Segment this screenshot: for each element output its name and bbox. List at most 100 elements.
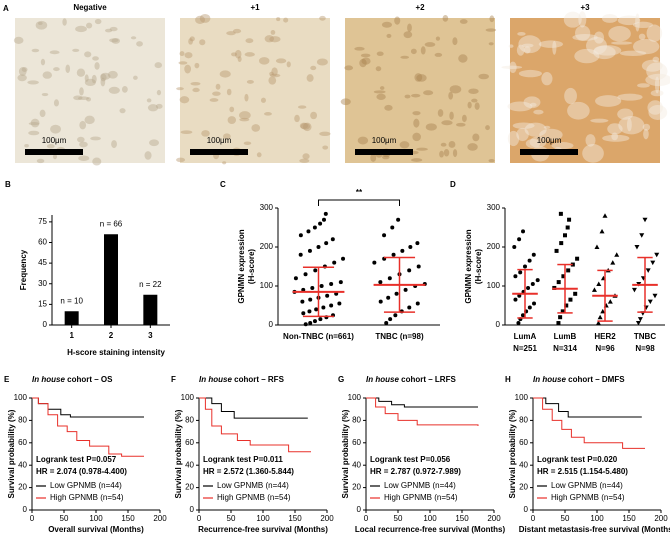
data-point [324, 241, 329, 246]
micrograph [13, 18, 165, 166]
texture [84, 51, 92, 58]
texture [394, 16, 401, 25]
texture [407, 23, 412, 33]
data-point [394, 291, 399, 296]
texture [223, 133, 231, 140]
texture [269, 73, 281, 78]
data-point [330, 237, 335, 242]
texture [524, 122, 547, 137]
texture [449, 111, 454, 120]
texture [354, 46, 365, 51]
texture [607, 123, 623, 135]
legend-label: Low GPNMB (n=44) [551, 481, 623, 490]
texture [212, 91, 221, 96]
data-point [378, 299, 383, 304]
texture [404, 94, 411, 99]
texture [643, 128, 649, 140]
texture [541, 72, 553, 86]
texture [144, 151, 152, 160]
texture [245, 38, 254, 44]
texture [435, 36, 441, 41]
x-axis-label: Distant metastasis-free survival (Months… [519, 525, 670, 534]
texture [456, 122, 466, 127]
data-point [396, 217, 401, 222]
y-tick-label: 40 [352, 460, 361, 469]
texture [373, 90, 386, 94]
texture [375, 66, 382, 72]
texture [564, 87, 577, 105]
x-tick-label: 1 [69, 331, 74, 340]
y-tick-label: 60 [18, 438, 27, 447]
texture [416, 74, 427, 82]
texture [215, 83, 221, 90]
data-point [559, 241, 564, 246]
texture [485, 28, 497, 32]
texture [642, 123, 651, 131]
data-point [654, 252, 660, 258]
texture [109, 38, 119, 43]
data-point [378, 280, 383, 285]
texture [234, 49, 242, 59]
texture [188, 38, 193, 45]
x-tick-label: 100 [89, 514, 103, 523]
y-tick-label: 0 [43, 320, 48, 329]
x-tick-label: 3 [148, 331, 153, 340]
panel-letter: E [4, 375, 10, 384]
data-point [391, 252, 396, 257]
texture [529, 136, 547, 148]
texture [100, 73, 107, 82]
y-axis-label: (H-score) [474, 249, 483, 284]
data-point [329, 282, 334, 287]
texture [638, 33, 646, 40]
texture [316, 58, 328, 66]
bar [143, 294, 158, 325]
value-label: n = 22 [139, 280, 162, 289]
image-title: +2 [415, 3, 425, 12]
survival-curve [533, 397, 645, 449]
y-tick-label: 20 [519, 483, 528, 492]
texture [176, 157, 186, 163]
texture [412, 132, 421, 142]
texture [92, 56, 99, 61]
panel-letter: B [5, 180, 11, 189]
texture [452, 149, 458, 158]
texture [30, 118, 40, 128]
texture [299, 122, 309, 129]
texture [516, 44, 525, 56]
stat-text: Logrank test P=0.056 [370, 455, 451, 464]
image-bg [345, 18, 495, 163]
texture [552, 40, 557, 55]
title-italic: In house [533, 375, 566, 384]
x-tick-label: TNBC [634, 332, 656, 341]
x-tick-label: 150 [288, 514, 302, 523]
y-axis-label: Survival probability (%) [7, 409, 16, 498]
data-point [652, 293, 658, 299]
y-tick-label: 100 [348, 393, 362, 402]
x-tick-label: 200 [320, 514, 334, 523]
texture [227, 116, 237, 124]
texture [654, 76, 660, 94]
texture [149, 139, 160, 147]
data-point [554, 248, 559, 253]
data-point [338, 280, 343, 285]
data-point [599, 228, 605, 234]
texture [472, 133, 480, 142]
texture [199, 13, 211, 23]
texture [31, 48, 40, 53]
data-point [637, 317, 643, 322]
texture [585, 134, 596, 147]
texture [507, 101, 533, 112]
texture [538, 40, 564, 48]
data-point [323, 211, 328, 216]
data-point [408, 245, 413, 249]
stat-text: Logrank test P=0.011 [203, 455, 283, 464]
data-point [568, 297, 573, 302]
data-point [403, 287, 408, 292]
texture [94, 18, 102, 25]
data-point [558, 211, 563, 216]
texture [437, 109, 444, 117]
survival-curve [366, 397, 478, 408]
data-point [293, 276, 298, 281]
texture [53, 67, 60, 72]
texture [299, 158, 310, 163]
